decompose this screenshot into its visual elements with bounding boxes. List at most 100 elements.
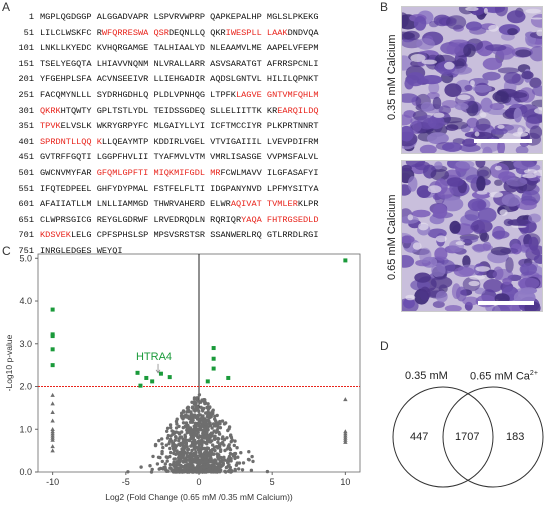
protein-point <box>160 449 164 454</box>
light-gap <box>476 190 488 195</box>
light-gap <box>489 191 503 198</box>
significant-protein-point <box>50 307 55 312</box>
protein-point <box>199 441 204 445</box>
stained-cell <box>507 219 529 226</box>
protein-point <box>193 460 197 464</box>
stained-cell <box>454 102 469 111</box>
significant-protein-point <box>211 366 216 371</box>
y-tick-label: 1.0 <box>19 424 32 434</box>
stained-cell <box>467 198 487 212</box>
protein-point <box>199 400 203 404</box>
stained-cell <box>513 107 522 123</box>
protein-point <box>197 393 202 397</box>
protein-point <box>198 413 202 417</box>
protein-point <box>222 422 227 426</box>
protein-point <box>164 443 168 447</box>
protein-point <box>185 445 189 449</box>
identified-peptide: EARQILDQ <box>277 105 319 116</box>
x-tick-label: -10 <box>46 477 59 487</box>
light-gap <box>418 222 429 231</box>
micrograph-top <box>401 6 543 154</box>
protein-point <box>185 451 190 455</box>
protein-point <box>202 451 207 455</box>
protein-point <box>151 454 155 459</box>
protein-point <box>186 466 190 470</box>
protein-point <box>161 467 165 471</box>
protein-point <box>182 414 187 418</box>
htra4-annotation-label: HTRA4 <box>136 351 172 363</box>
stained-cell <box>517 200 537 210</box>
stained-cell <box>435 290 448 303</box>
sequence-position: 301 <box>18 105 34 116</box>
protein-point <box>218 419 222 424</box>
significant-protein-point <box>211 356 216 361</box>
protein-point <box>214 465 218 470</box>
protein-point <box>211 443 215 447</box>
stained-cell <box>430 169 450 181</box>
protein-point <box>222 443 226 447</box>
stained-cell <box>506 177 528 187</box>
protein-point <box>191 418 195 422</box>
protein-point <box>198 426 203 431</box>
htra4-arrowhead <box>155 369 161 374</box>
stained-cell <box>419 286 431 301</box>
protein-point <box>181 437 185 441</box>
axis-labels: 0.0 1.0 2.0 3.0 4.0 5.0 -10 -5 0 5 10 Log2 (Fold Ch… <box>4 253 350 502</box>
protein-point <box>193 413 197 417</box>
stained-cell <box>497 139 506 153</box>
stained-cell <box>515 145 529 153</box>
protein-point <box>211 466 215 470</box>
stained-cell <box>402 125 414 142</box>
sequence-position: 51 <box>23 27 34 38</box>
protein-point <box>161 445 165 450</box>
light-gap <box>483 7 488 14</box>
stained-cell <box>463 43 476 58</box>
unique-protein-point <box>343 429 348 434</box>
venn-right-label: 0.65 mM Ca2+ <box>470 370 538 383</box>
protein-point <box>207 464 211 468</box>
sequence-segment: LLQEAYMTP KDDIRLVGEL VTVIGAIIIL LVEVPDIF… <box>101 136 319 147</box>
unique-protein-point <box>50 418 55 423</box>
protein-point <box>208 457 213 461</box>
stained-cell <box>464 209 480 221</box>
protein-point <box>196 463 200 467</box>
protein-point <box>189 412 193 416</box>
protein-point <box>205 439 210 443</box>
unique-protein-point <box>50 427 55 432</box>
unique-protein-point <box>50 448 55 453</box>
protein-point <box>207 433 212 438</box>
stained-cell <box>492 268 513 281</box>
protein-point <box>209 469 213 474</box>
protein-point <box>227 427 231 431</box>
stained-cell <box>442 142 463 152</box>
protein-point <box>204 470 208 474</box>
protein-point <box>210 463 215 467</box>
protein-point <box>265 469 270 474</box>
stained-cell <box>419 144 437 153</box>
protein-point <box>192 402 197 406</box>
protein-point <box>218 449 223 454</box>
protein-point <box>174 435 178 440</box>
protein-point <box>192 427 196 431</box>
sequence-segment: TSELYEGQTA LHIAVVNQNM NLVRALLARR ASVSARA… <box>40 58 319 69</box>
stained-cell <box>532 85 542 97</box>
stained-cell <box>462 255 471 268</box>
protein-point <box>195 466 199 470</box>
unique-protein-point <box>343 437 348 442</box>
protein-point <box>187 438 192 443</box>
sequence-position: 201 <box>18 74 34 85</box>
light-gap <box>533 170 542 176</box>
sequence-line: 151 TSELYEGQTA LHIAVVNQNM NLVRALLARR ASVS… <box>8 57 368 73</box>
protein-point <box>181 409 186 413</box>
protein-point <box>158 455 162 460</box>
stained-cell <box>402 12 409 28</box>
stained-cell <box>446 15 467 30</box>
light-gap <box>444 61 455 70</box>
micrograph-label-top: 0.35 mM Calcium <box>386 34 398 120</box>
protein-point <box>178 453 183 458</box>
protein-point <box>180 430 184 434</box>
stained-cell <box>430 276 453 289</box>
sequence-line: 301 QKRKHTQWTY GPLTSTLYDL TEIDSSGDEQ SLLE… <box>8 104 368 120</box>
sequence-line: 201 YFGEHPLSFA ACVNSEEIVR LLIEHGADIR AQDS… <box>8 72 368 88</box>
micrograph-bottom <box>401 160 543 312</box>
